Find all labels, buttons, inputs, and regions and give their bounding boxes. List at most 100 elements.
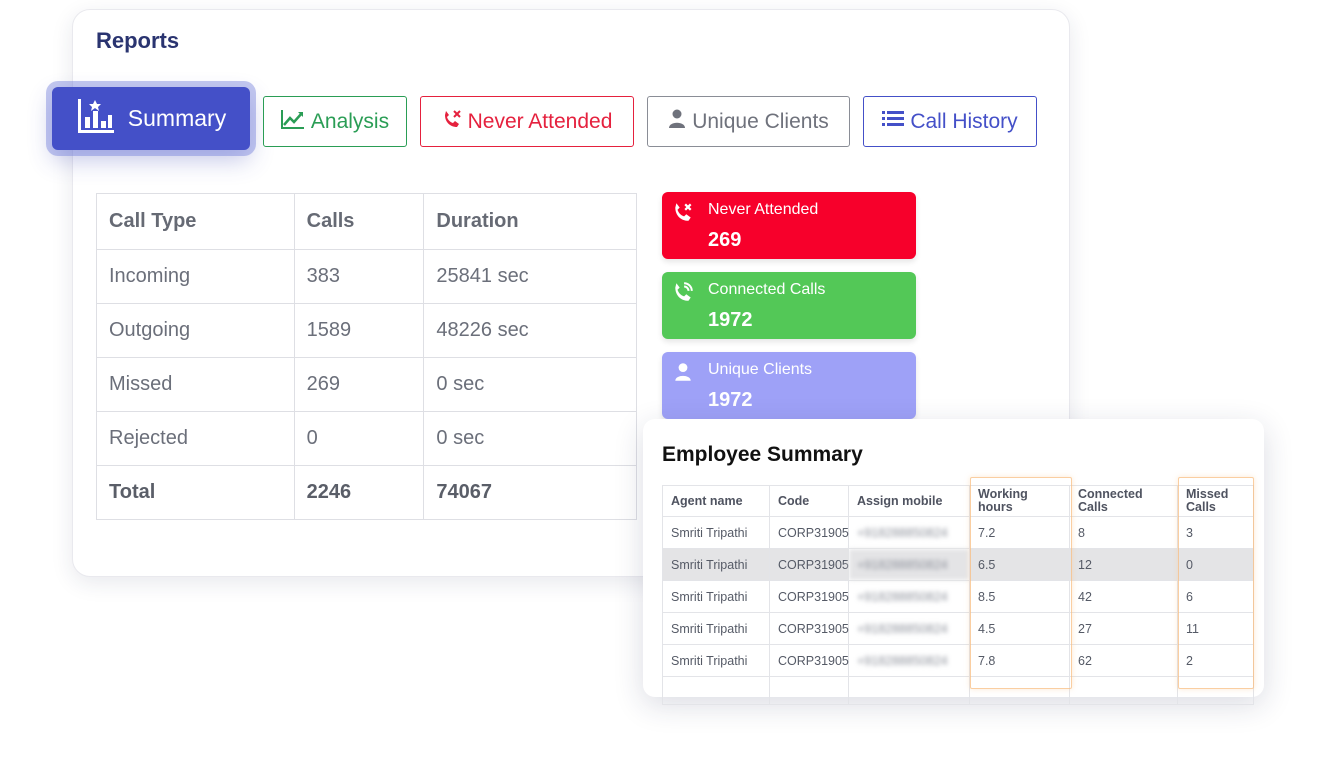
stat-label: Connected Calls [708,281,826,298]
cell-missed-calls: 3 [1177,516,1254,549]
employee-summary-table: Agent name Code Assign mobile Working ho… [662,485,1254,705]
tab-unique-clients[interactable]: Unique Clients [647,96,850,147]
stat-value: 269 [708,229,742,251]
cell-connected-calls: 62 [1069,644,1178,677]
stat-value: 1972 [708,389,753,411]
tab-analysis-label: Analysis [310,109,390,133]
reports-title: Reports [96,28,180,53]
cell-call-type: Missed [96,357,295,412]
col-call-type: Call Type [96,193,295,250]
cell-agent-name: Smriti Tripathi [662,516,770,549]
cell-working-hours: 6.5 [969,548,1070,581]
cell-call-type: Outgoing [96,303,295,358]
list-icon [882,110,905,134]
tab-call-history-label: Call History [910,109,1018,133]
cell-working-hours: 4.5 [969,612,1070,645]
cell-missed-calls: 2 [1177,644,1254,677]
table-row: Smriti Tripathi CORP31905 +918288850824 … [662,644,1254,677]
cell-empty [969,676,1070,705]
cell-connected-calls: 8 [1069,516,1178,549]
cell-working-hours: 7.8 [969,644,1070,677]
cell-connected-calls: 42 [1069,580,1178,613]
cell-code: CORP31905 [769,580,849,613]
stat-card-unique-clients: Unique Clients 1972 [662,352,916,419]
cell-calls: 1589 [293,303,425,358]
cell-agent-name: Smriti Tripathi [662,548,770,581]
table-row: Smriti Tripathi CORP31905 +918288850824 … [662,516,1254,549]
tab-unique-clients-label: Unique Clients [692,109,829,133]
cell-empty [1069,676,1178,705]
col-code: Code [769,485,849,517]
tab-summary-label: Summary [127,105,227,131]
cell-empty [1177,676,1254,705]
table-row: Smriti Tripathi CORP31905 +918288850824 … [662,548,1254,581]
table-header-row: Agent name Code Assign mobile Working ho… [662,485,1254,517]
cell-call-type: Rejected [96,411,295,466]
cell-missed-calls: 0 [1177,548,1254,581]
stat-label: Never Attended [708,201,819,218]
cell-connected-calls: 12 [1069,548,1178,581]
stat-card-never-attended: Never Attended 269 [662,192,916,259]
col-agent-name: Agent name [662,485,770,517]
cell-calls: 269 [293,357,425,412]
col-calls: Calls [293,193,425,250]
cell-connected-calls: 27 [1069,612,1178,645]
missed-call-icon [442,109,462,135]
cell-code: CORP31905 [769,644,849,677]
cell-code: CORP31905 [769,516,849,549]
cell-assign-mobile: +918288850824 [848,548,970,581]
cell-code: CORP31905 [769,548,849,581]
missed-call-icon [672,201,694,228]
cell-total-calls: 2246 [293,465,425,520]
tab-summary[interactable]: Summary [52,87,250,150]
cell-duration: 25841 sec [423,249,637,304]
tab-never-attended[interactable]: Never Attended [420,96,634,147]
cell-duration: 48226 sec [423,303,637,358]
table-row: Smriti Tripathi CORP31905 +918288850824 … [662,580,1254,613]
cell-assign-mobile: +918288850824 [848,612,970,645]
tab-call-history[interactable]: Call History [863,96,1037,147]
stat-label: Unique Clients [708,361,813,378]
col-duration: Duration [423,193,637,250]
cell-total-duration: 74067 [423,465,637,520]
cell-total-label: Total [96,465,295,520]
stat-card-connected-calls: Connected Calls 1972 [662,272,916,339]
cell-empty [848,676,970,705]
cell-missed-calls: 11 [1177,612,1254,645]
col-assign-mobile: Assign mobile [848,485,970,517]
table-total-row: Total 2246 74067 [96,465,637,520]
table-row: Outgoing 1589 48226 sec [96,303,637,358]
cell-agent-name: Smriti Tripathi [662,612,770,645]
cell-calls: 0 [293,411,425,466]
cell-empty [769,676,849,705]
cell-call-type: Incoming [96,249,295,304]
cell-missed-calls: 6 [1177,580,1254,613]
stat-value: 1972 [708,309,753,331]
table-row: Missed 269 0 sec [96,357,637,412]
user-icon [668,109,686,135]
cell-assign-mobile: +918288850824 [848,516,970,549]
cell-agent-name: Smriti Tripathi [662,644,770,677]
table-row: Rejected 0 0 sec [96,411,637,466]
table-row: Smriti Tripathi CORP31905 +918288850824 … [662,612,1254,645]
cell-duration: 0 sec [423,357,637,412]
cell-duration: 0 sec [423,411,637,466]
employee-summary-title: Employee Summary [662,443,863,466]
cell-working-hours: 7.2 [969,516,1070,549]
col-connected-calls: Connected Calls [1069,485,1178,517]
bar-chart-icon [76,97,116,141]
tab-analysis[interactable]: Analysis [263,96,407,147]
user-icon [672,361,694,388]
col-working-hours: Working hours [969,485,1070,517]
cell-working-hours: 8.5 [969,580,1070,613]
table-row-empty [662,676,1254,705]
table-header-row: Call Type Calls Duration [96,193,637,250]
cell-code: CORP31905 [769,612,849,645]
cell-assign-mobile: +918288850824 [848,580,970,613]
cell-assign-mobile: +918288850824 [848,644,970,677]
cell-calls: 383 [293,249,425,304]
line-chart-icon [280,109,305,135]
table-row: Incoming 383 25841 sec [96,249,637,304]
phone-call-icon [672,281,694,308]
call-type-table: Call Type Calls Duration Incoming 383 25… [96,193,637,520]
